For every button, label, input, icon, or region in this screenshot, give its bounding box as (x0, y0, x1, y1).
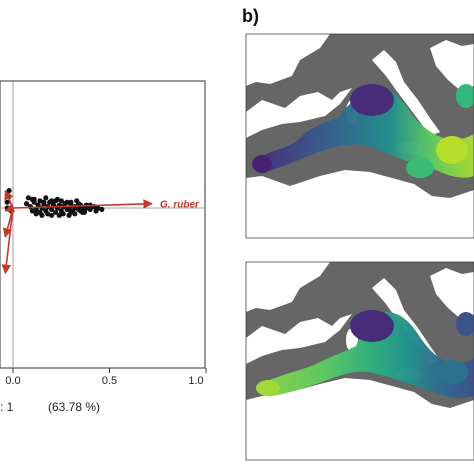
data-point (54, 196, 61, 202)
loading-arrows: G. ruber (1, 189, 200, 275)
data-point (41, 199, 47, 205)
arrow-label: G. ruber (160, 200, 200, 211)
data-point (29, 208, 35, 214)
data-point (99, 206, 105, 212)
data-point (6, 188, 12, 194)
data-point (87, 206, 93, 212)
data-point (81, 209, 87, 215)
loading-arrow (4, 203, 16, 213)
data-point (25, 195, 31, 201)
data-point (23, 201, 30, 207)
data-point (56, 212, 62, 218)
data-point (60, 211, 66, 217)
map-bottom-data (256, 310, 474, 399)
data-point (68, 199, 74, 205)
biplot-panel: G. ruber 0.0 0.5 1.0 : 1 (63.78 %) (0, 80, 207, 414)
map-top (245, 33, 474, 239)
map-bottom-border (245, 261, 474, 461)
x-axis-ticks: 0.0 0.5 1.0 (5, 368, 207, 387)
data-point (45, 211, 51, 217)
data-point (77, 208, 84, 214)
loading-arrow (1, 207, 14, 275)
data-point (39, 212, 45, 218)
data-point (31, 196, 37, 202)
x-axis-label-percent: (63.78 %) (48, 400, 100, 414)
map-top-data (252, 84, 474, 178)
data-point (66, 212, 72, 218)
x-axis-label-fragment: : 1 (0, 400, 14, 414)
data-point (43, 195, 49, 201)
panel-label-b: b) (242, 6, 259, 26)
map-bottom (245, 261, 474, 461)
x-tick-label: 0.0 (5, 375, 20, 387)
x-tick-label: 1.0 (188, 375, 203, 387)
data-point (74, 198, 80, 204)
plot-frame (0, 80, 206, 369)
map-top-border (245, 33, 474, 239)
data-point (37, 198, 43, 204)
loading-arrow (4, 189, 14, 209)
data-point (33, 211, 39, 217)
data-point (49, 198, 55, 204)
data-point (49, 206, 55, 212)
x-tick-label: 0.5 (102, 375, 117, 387)
scatter-points (4, 188, 105, 218)
map-top-land (246, 34, 474, 238)
data-point (64, 199, 70, 205)
loading-arrow (12, 199, 153, 209)
data-point (58, 198, 64, 204)
data-point (93, 208, 99, 214)
data-point (52, 209, 59, 215)
data-point (72, 211, 78, 217)
data-point (49, 212, 55, 218)
